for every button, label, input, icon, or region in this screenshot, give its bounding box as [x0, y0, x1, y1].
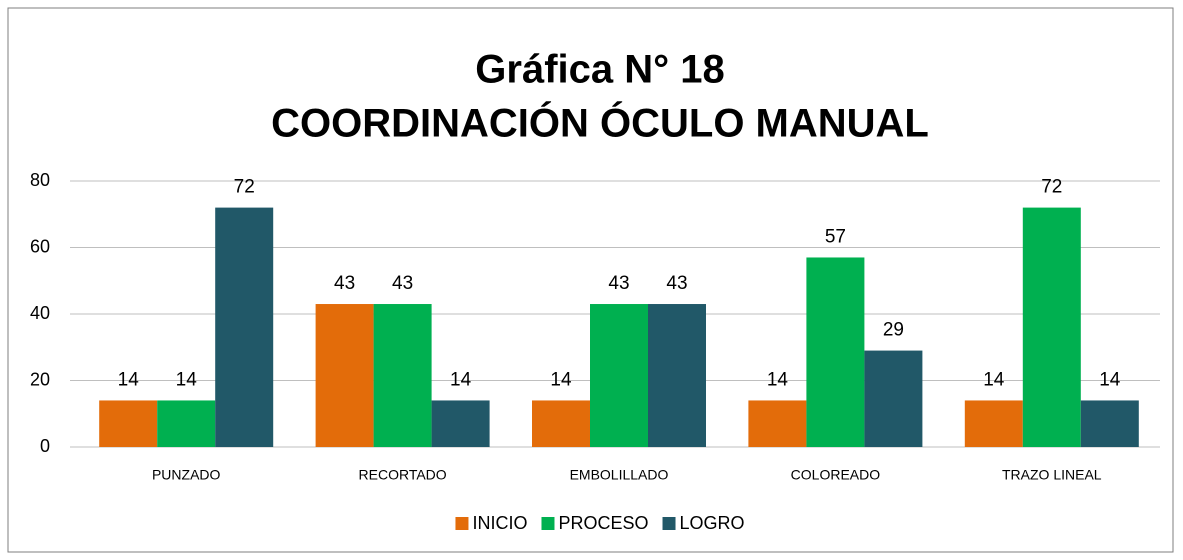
- bar: [431, 400, 490, 447]
- bar: [806, 257, 865, 447]
- value-label: 43: [392, 273, 413, 294]
- bar: [157, 400, 216, 447]
- value-label: 14: [983, 369, 1005, 390]
- legend-label: LOGRO: [680, 513, 745, 533]
- legend-swatch: [662, 517, 676, 530]
- bar: [215, 207, 274, 447]
- value-label: 14: [118, 369, 140, 390]
- bar: [99, 400, 158, 447]
- value-label: 43: [334, 273, 355, 294]
- value-label: 29: [883, 320, 904, 341]
- y-tick-label: 60: [30, 236, 50, 256]
- x-tick-label: COLOREADO: [791, 467, 881, 483]
- bar: [373, 304, 432, 447]
- value-label: 14: [450, 369, 472, 390]
- bar: [1022, 207, 1081, 447]
- value-label: 57: [825, 226, 846, 247]
- legend-label: INICIO: [472, 513, 527, 533]
- x-tick-label: TRAZO LINEAL: [1002, 467, 1102, 483]
- bar: [532, 400, 590, 447]
- bar: [315, 304, 374, 447]
- chart-frame: [7, 7, 1174, 553]
- legend-swatch: [541, 517, 555, 530]
- bar: [964, 400, 1023, 447]
- y-tick-label: 20: [30, 369, 50, 389]
- y-tick-label: 0: [40, 436, 50, 456]
- x-tick-label: RECORTADO: [359, 467, 447, 483]
- value-label: 14: [550, 369, 572, 390]
- value-label: 43: [666, 273, 687, 294]
- bar: [1080, 400, 1139, 447]
- chart-subtitle: COORDINACIÓN ÓCULO MANUAL: [271, 100, 929, 146]
- value-label: 72: [234, 177, 255, 198]
- legend-label: PROCESO: [558, 513, 648, 533]
- bar: [748, 400, 807, 447]
- value-label: 72: [1041, 177, 1062, 198]
- y-tick-label: 40: [30, 303, 50, 323]
- bar: [590, 304, 648, 447]
- x-tick-label: EMBOLILLADO: [570, 467, 669, 483]
- bar: [864, 350, 923, 447]
- value-label: 14: [767, 369, 789, 390]
- y-tick-label: 80: [30, 170, 50, 190]
- bar: [648, 304, 706, 447]
- value-label: 43: [608, 273, 629, 294]
- legend-swatch: [455, 517, 469, 530]
- x-tick-label: PUNZADO: [152, 467, 221, 483]
- chart-title: Gráfica N° 18: [475, 48, 724, 92]
- value-label: 14: [1099, 369, 1121, 390]
- value-label: 14: [176, 369, 198, 390]
